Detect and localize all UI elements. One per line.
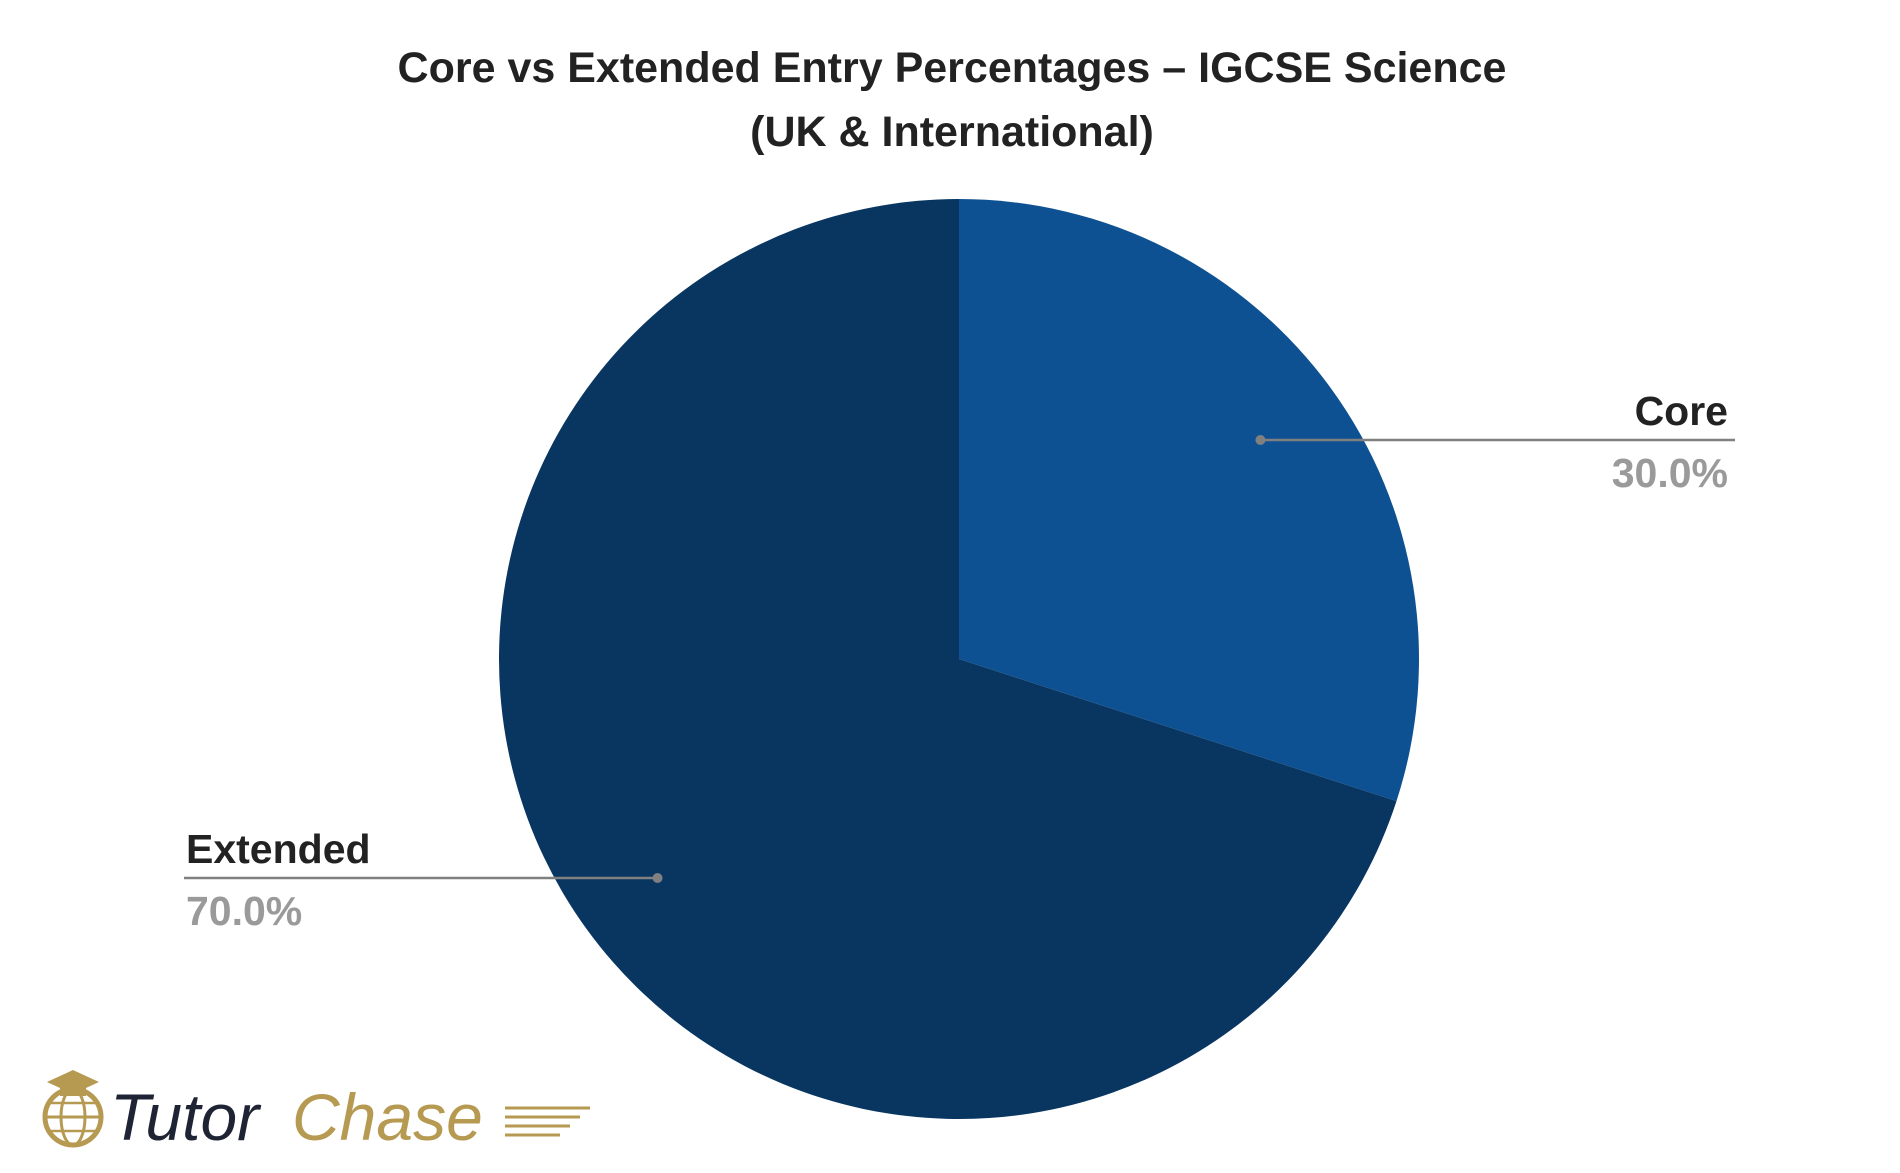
logo-text-chase: Chase xyxy=(292,1080,483,1154)
slice-label-core: Core xyxy=(1635,388,1728,434)
speed-lines-icon xyxy=(505,1106,590,1137)
pie-slices xyxy=(499,199,1419,1119)
slice-labels: Core 30.0% Extended 70.0% xyxy=(184,388,1735,934)
graduation-cap-icon xyxy=(47,1070,99,1096)
slice-value-core: 30.0% xyxy=(1612,450,1728,496)
chart-title: Core vs Extended Entry Percentages – IGC… xyxy=(398,44,1507,92)
chart-subtitle: (UK & International) xyxy=(750,108,1154,156)
globe-icon xyxy=(42,1086,104,1148)
logo-text-tutor: Tutor xyxy=(110,1080,262,1154)
pie-slice-core xyxy=(959,199,1419,802)
tutorchase-logo: Tutor Chase xyxy=(42,1070,590,1154)
pie-slice-extended xyxy=(499,199,1397,1119)
slice-label-extended: Extended xyxy=(186,826,371,872)
slice-value-extended: 70.0% xyxy=(186,888,302,934)
